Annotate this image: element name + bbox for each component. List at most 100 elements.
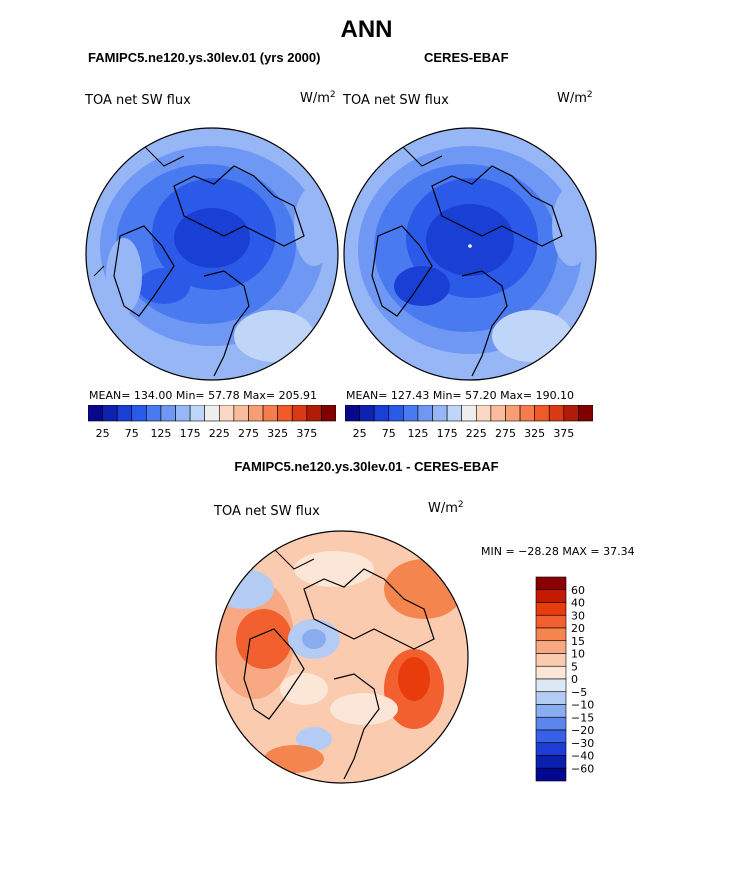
diff-colorbar-swatch [535,589,567,603]
model-colorbar-swatch [306,405,322,422]
obs-variable-label: TOA net SW flux [343,93,449,108]
diff-colorbar-tick-label: −5 [571,686,587,699]
diff-colorbar-swatch [535,678,567,693]
diff-colorbar-tick-label: −10 [571,699,594,712]
model-colorbar-tick-label: 325 [267,427,288,440]
obs-colorbar-tick-label: 375 [553,427,574,440]
model-colorbar-swatch [321,405,336,422]
obs-colorbar-swatch [519,405,535,422]
model-colorbar-swatch [262,405,278,422]
obs-colorbar-tick-label: 225 [466,427,487,440]
model-colorbar-swatch [131,405,147,422]
model-colorbar-swatch [233,405,249,422]
diff-colorbar-swatch [535,742,567,756]
model-units-label: W/m2 [300,90,336,106]
diff-colorbar-swatch [535,640,567,654]
model-colorbar-swatch [175,405,191,422]
diff-colorbar-tick-label: −40 [571,750,594,763]
model-colorbar-swatch [160,405,176,422]
model-colorbar-tick-label: 25 [96,427,110,440]
model-colorbar-swatch [146,405,162,422]
obs-colorbar: 25 75 125 175 225 275 325 375 [345,405,593,440]
obs-colorbar-swatch [461,405,477,422]
model-colorbar-swatch [204,405,220,422]
diff-colorbar-swatch [535,767,567,782]
obs-polar-map [343,127,597,381]
model-colorbar-swatch [218,405,235,422]
diff-colorbar-swatch [535,729,567,744]
diff-colorbar-tick-label: 60 [571,584,585,597]
diff-colorbar-tick-label: 15 [571,635,585,648]
diff-colorbar-swatch [535,602,567,616]
diff-colorbar-tick-label: 20 [571,622,585,635]
model-colorbar-swatch [291,405,308,422]
diff-colorbar-swatch [535,665,567,680]
main-title: ANN [340,16,393,43]
model-colorbar-tick-label: 375 [296,427,317,440]
obs-colorbar-swatch [475,405,492,422]
model-colorbar-swatch [102,405,118,422]
diff-colorbar-tick-label: 10 [571,648,585,661]
obs-colorbar-swatch [446,405,463,422]
model-variable-label: TOA net SW flux [85,93,191,108]
diff-colorbar-tick-label: −60 [571,762,594,775]
model-colorbar-tick-label: 175 [180,427,201,440]
obs-colorbar-swatch [388,405,404,422]
diff-colorbar-swatch [535,627,567,642]
obs-colorbar-tick-label: 275 [495,427,516,440]
diff-colorbar-tick-label: 5 [571,660,578,673]
model-colorbar-swatch [189,405,206,422]
obs-colorbar-swatch [505,405,521,422]
diff-polar-map [215,530,469,784]
model-colorbar-swatch [88,405,103,422]
obs-colorbar-tick-label: 125 [407,427,428,440]
diff-stats: MIN = −28.28 MAX = 37.34 [481,545,635,558]
diff-colorbar-swatch [535,614,567,629]
model-colorbar-tick-label: 125 [150,427,171,440]
model-colorbar-tick-label: 225 [209,427,230,440]
diff-colorbar-swatch [535,653,567,667]
diff-variable-label: TOA net SW flux [214,504,320,519]
obs-colorbar-swatch [373,405,390,422]
diff-colorbar-tick-label: 40 [571,597,585,610]
obs-colorbar-tick-label: 325 [524,427,545,440]
obs-colorbar-swatch [578,405,593,422]
obs-colorbar-swatch [490,405,506,422]
diff-colorbar-swatch [535,755,567,769]
obs-colorbar-swatch [563,405,579,422]
obs-colorbar-swatch [534,405,550,422]
model-panel-title: FAMIPC5.ne120.ys.30lev.01 (yrs 2000) [88,50,321,65]
obs-colorbar-swatch [417,405,433,422]
obs-colorbar-tick-label: 75 [382,427,396,440]
model-colorbar-swatch [277,405,293,422]
diff-colorbar-swatch [535,691,567,705]
obs-colorbar-tick-label: 175 [437,427,458,440]
model-colorbar-tick-label: 275 [238,427,259,440]
obs-colorbar-tick-label: 25 [353,427,367,440]
model-stats: MEAN= 134.00 Min= 57.78 Max= 205.91 [89,389,318,402]
model-colorbar-swatch [248,405,264,422]
model-polar-map [85,127,339,381]
model-colorbar: 25 75 125 175 225 275 325 375 [88,405,336,440]
obs-stats: MEAN= 127.43 Min= 57.20 Max= 190.10 [346,389,575,402]
diff-colorbar-tick-label: −30 [571,737,594,750]
diff-colorbar-tick-label: 0 [571,673,578,686]
obs-colorbar-swatch [345,405,360,422]
obs-colorbar-swatch [403,405,419,422]
model-colorbar-swatch [116,405,133,422]
obs-units-label: W/m2 [557,90,593,106]
model-colorbar-tick-label: 75 [125,427,139,440]
diff-colorbar-swatch [535,704,567,718]
obs-colorbar-swatch [432,405,448,422]
diff-colorbar-tick-label: 30 [571,609,585,622]
diff-colorbar-tick-label: −20 [571,724,594,737]
diff-colorbar-tick-label: −15 [571,711,594,724]
diff-colorbar-swatch [535,716,567,731]
obs-colorbar-swatch [548,405,565,422]
diff-units-label: W/m2 [428,500,464,516]
obs-colorbar-swatch [359,405,375,422]
diff-colorbar-swatch [535,576,567,591]
diff-title: FAMIPC5.ne120.ys.30lev.01 - CERES-EBAF [234,459,499,474]
obs-panel-title: CERES-EBAF [424,50,509,65]
